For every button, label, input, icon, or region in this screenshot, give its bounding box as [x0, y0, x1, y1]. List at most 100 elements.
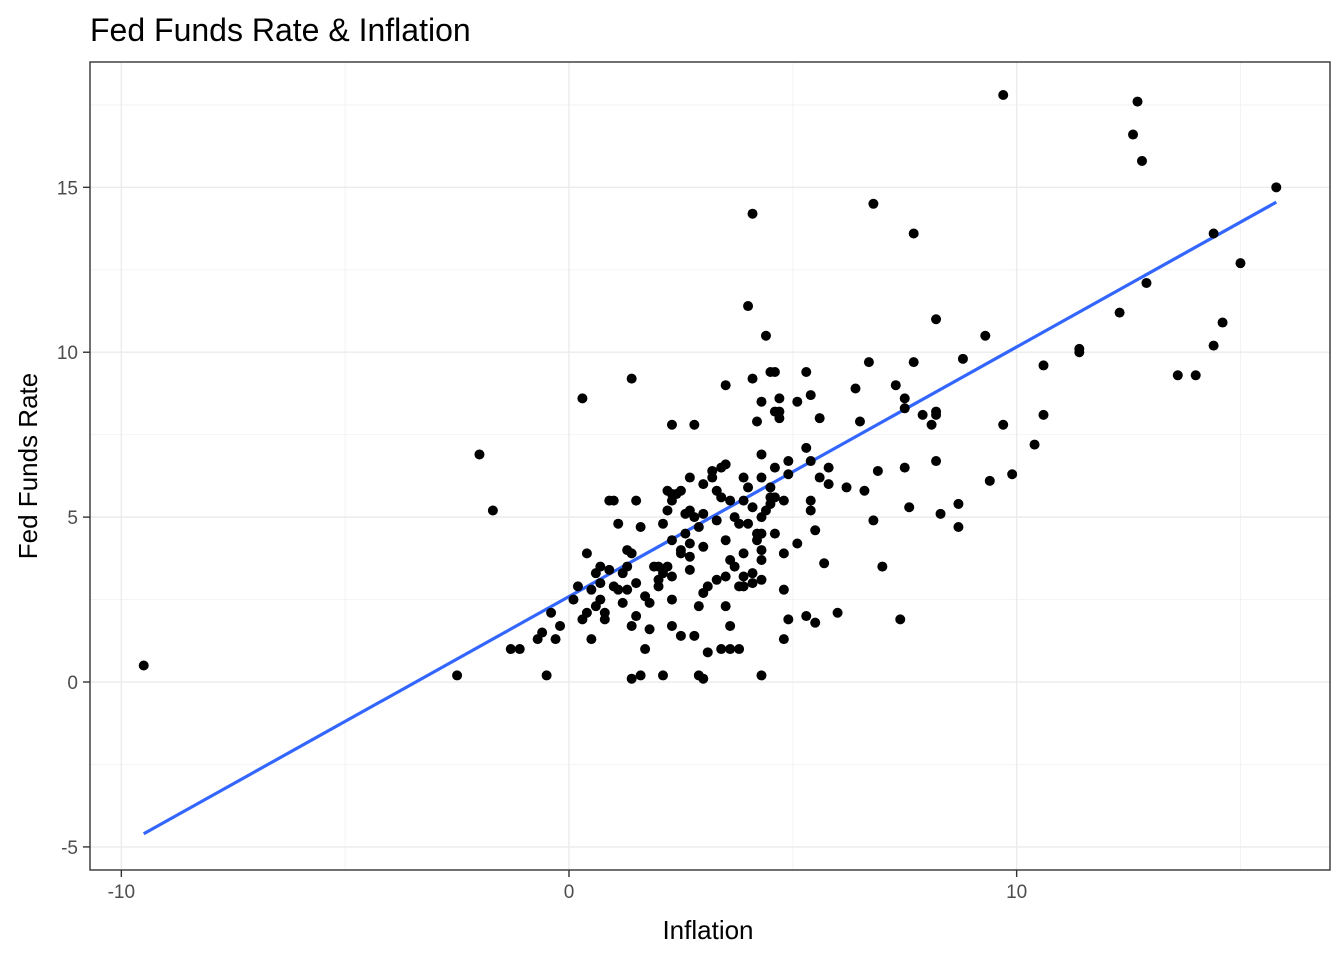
chart-title: Fed Funds Rate & Inflation: [90, 12, 471, 48]
data-point: [657, 670, 668, 681]
x-tick-label: 10: [1006, 882, 1027, 903]
data-point: [626, 373, 637, 384]
data-point: [1038, 409, 1049, 420]
data-point: [689, 512, 700, 523]
data-point: [702, 647, 713, 658]
data-point: [868, 515, 879, 526]
data-point: [1217, 317, 1228, 328]
data-point: [877, 561, 888, 572]
data-point: [931, 409, 942, 420]
data-point: [778, 495, 789, 506]
data-point: [756, 449, 767, 460]
data-point: [756, 528, 767, 539]
data-point: [586, 584, 597, 595]
data-point: [711, 574, 722, 585]
data-point: [725, 644, 736, 655]
data-point: [792, 396, 803, 407]
data-point: [747, 578, 758, 589]
data-point: [908, 357, 919, 368]
data-point: [756, 554, 767, 565]
data-point: [931, 314, 942, 325]
data-point: [1029, 439, 1040, 450]
data-point: [1271, 182, 1282, 193]
data-point: [684, 551, 695, 562]
data-point: [626, 620, 637, 631]
data-point: [1038, 360, 1049, 371]
data-point: [805, 505, 816, 516]
data-point: [675, 485, 686, 496]
data-point: [707, 472, 718, 483]
data-point: [756, 472, 767, 483]
data-point: [734, 518, 745, 529]
data-point: [666, 535, 677, 546]
data-point: [792, 538, 803, 549]
trend-layer: [142, 200, 1278, 836]
data-point: [653, 581, 664, 592]
data-point: [720, 459, 731, 470]
data-point: [555, 620, 566, 631]
data-point: [823, 462, 834, 473]
data-point: [581, 607, 592, 618]
data-point: [613, 584, 624, 595]
data-point: [568, 594, 579, 605]
data-point: [904, 502, 915, 513]
data-point: [487, 505, 498, 516]
data-point: [657, 518, 668, 529]
data-point: [769, 528, 780, 539]
data-point: [734, 644, 745, 655]
data-point: [720, 380, 731, 391]
data-point: [801, 611, 812, 622]
data-point: [774, 393, 785, 404]
data-point: [631, 578, 642, 589]
data-point: [1128, 129, 1139, 140]
data-point: [711, 515, 722, 526]
data-point: [684, 564, 695, 575]
data-point: [810, 525, 821, 536]
data-points: [138, 89, 1282, 684]
data-point: [666, 594, 677, 605]
data-point: [899, 462, 910, 473]
x-tick-label: 0: [564, 882, 575, 903]
data-point: [917, 409, 928, 420]
data-point: [743, 518, 754, 529]
data-point: [720, 535, 731, 546]
data-point: [693, 601, 704, 612]
y-axis: -5 0 5 10 15: [57, 178, 90, 859]
data-point: [680, 528, 691, 539]
x-tick-label: -10: [108, 882, 135, 903]
data-point: [872, 465, 883, 476]
data-point: [572, 581, 583, 592]
data-point: [756, 545, 767, 556]
data-point: [823, 479, 834, 490]
data-point: [138, 660, 149, 671]
data-point: [586, 634, 597, 645]
data-point: [631, 611, 642, 622]
data-point: [801, 442, 812, 453]
data-point: [769, 492, 780, 503]
data-point: [622, 561, 633, 572]
data-point: [698, 541, 709, 552]
data-point: [716, 492, 727, 503]
data-point: [675, 548, 686, 559]
data-point: [832, 607, 843, 618]
data-point: [953, 498, 964, 509]
data-point: [738, 581, 749, 592]
data-point: [980, 330, 991, 341]
y-tick-label: 5: [67, 508, 78, 529]
data-point: [666, 419, 677, 430]
y-tick-label: 0: [67, 673, 78, 694]
data-point: [698, 479, 709, 490]
data-point: [1190, 370, 1201, 381]
data-point: [868, 198, 879, 209]
data-point: [595, 578, 606, 589]
data-point: [810, 617, 821, 628]
data-point: [801, 367, 812, 378]
data-point: [814, 472, 825, 483]
data-point: [617, 597, 628, 608]
data-point: [774, 413, 785, 424]
data-point: [895, 614, 906, 625]
data-point: [1235, 258, 1246, 269]
data-point: [778, 548, 789, 559]
data-point: [756, 574, 767, 585]
data-point: [474, 449, 485, 460]
